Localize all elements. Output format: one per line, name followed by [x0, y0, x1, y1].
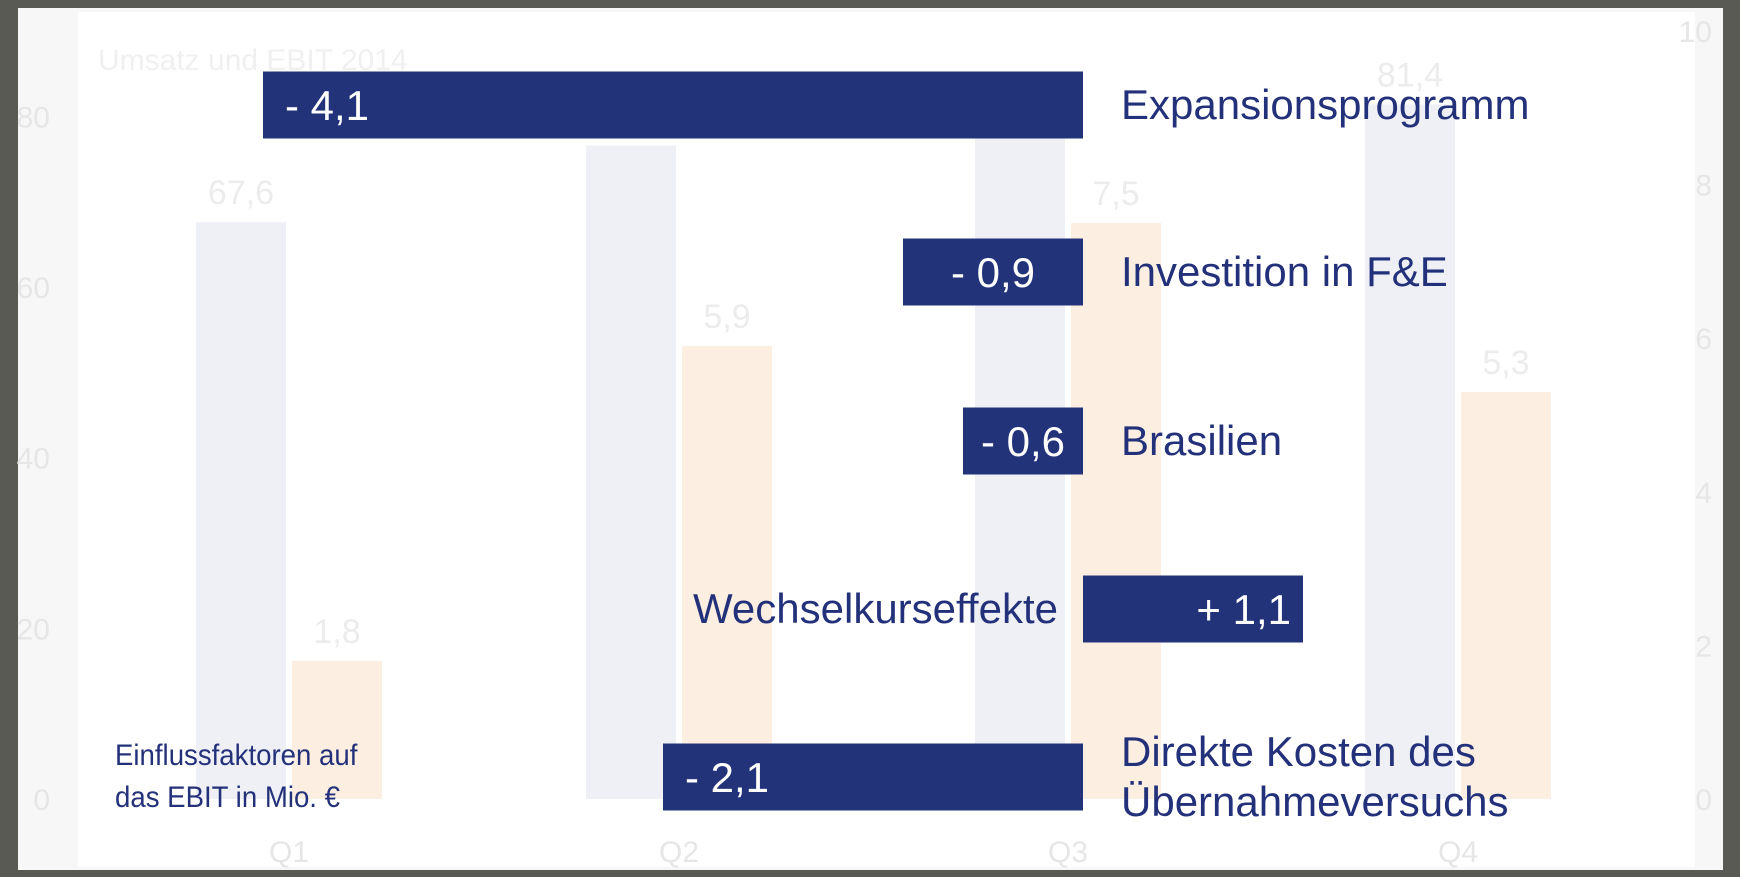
bar — [663, 743, 1083, 811]
bar — [263, 71, 1083, 139]
y2-tick-label: 8 — [1695, 170, 1712, 203]
y2-tick-label: 6 — [1695, 323, 1712, 356]
bar — [586, 145, 676, 799]
annotation: Einflussfaktoren auf das EBIT in Mio. € — [115, 739, 358, 814]
category-label: Brasilien — [1121, 417, 1283, 464]
bar — [1083, 575, 1303, 643]
bar — [682, 345, 772, 799]
bar — [1365, 104, 1455, 800]
category-label: Direkte Kosten des Übernahmeversuchs — [1121, 728, 1509, 825]
y2-tick-label: 0 — [1695, 784, 1712, 817]
value-label: 5,3 — [1482, 344, 1529, 382]
bar — [903, 238, 1083, 306]
value-label: 7,5 — [1092, 175, 1139, 213]
value-label: 1,8 — [313, 613, 360, 651]
category-label: Investition in F&E — [1121, 248, 1448, 295]
y-tick-label: 20 — [17, 613, 50, 646]
value-label: - 4,1 — [285, 82, 369, 129]
x-tick-label: Q3 — [1048, 836, 1088, 869]
value-label: - 0,6 — [981, 418, 1065, 465]
y-tick-label: 40 — [17, 443, 50, 476]
value-label: - 0,9 — [951, 249, 1035, 296]
value-label: 81,4 — [1377, 56, 1443, 94]
x-tick-label: Q2 — [659, 836, 699, 869]
y-tick-label: 0 — [33, 784, 50, 817]
value-label: + 1,1 — [1196, 586, 1291, 633]
bar — [196, 222, 286, 799]
y-tick-label: 60 — [17, 272, 50, 305]
y2-tick-label: 4 — [1695, 477, 1712, 510]
value-label: 67,6 — [208, 174, 274, 212]
value-label: - 2,1 — [685, 754, 769, 801]
y2-tick-label: 10 — [1679, 16, 1712, 49]
category-label: Expansionsprogramm — [1121, 81, 1530, 128]
category-label: Wechselkurseffekte — [693, 585, 1058, 632]
value-label: 5,9 — [703, 298, 750, 336]
x-tick-label: Q1 — [269, 836, 309, 869]
bar — [292, 660, 382, 799]
bar — [1461, 391, 1551, 799]
y-tick-label: 80 — [17, 101, 50, 134]
x-tick-label: Q4 — [1438, 836, 1478, 869]
bar — [963, 407, 1083, 475]
bar — [1071, 223, 1161, 799]
y2-tick-label: 2 — [1695, 630, 1712, 663]
